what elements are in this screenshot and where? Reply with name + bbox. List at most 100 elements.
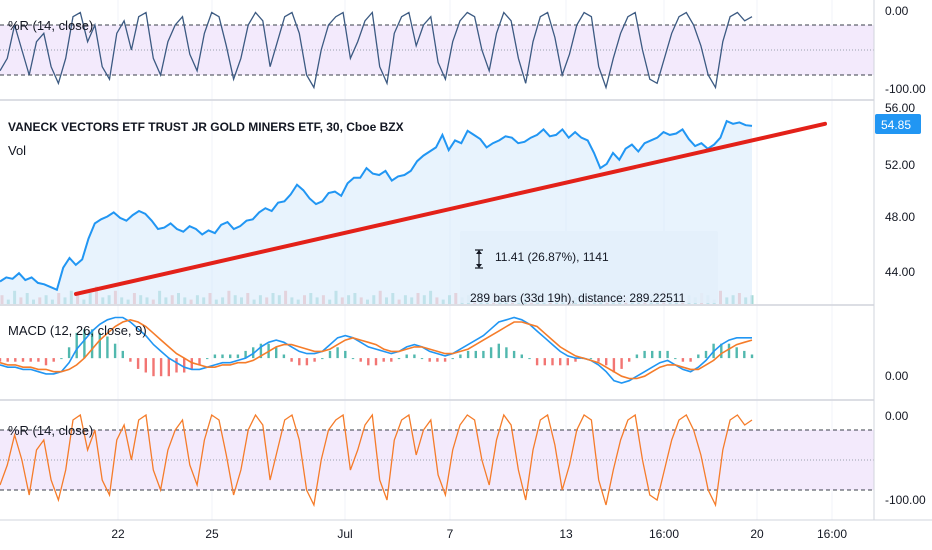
measure-bars-distance: 289 bars (33d 19h), distance: 289.22511 (470, 291, 686, 305)
macd-histogram-bar (21, 358, 25, 362)
macd-histogram-bar (298, 358, 301, 366)
macd-histogram-bar (167, 358, 170, 377)
macd-signal-line (0, 318, 753, 380)
williams-r-line (0, 413, 753, 508)
macd-histogram-bar (144, 358, 147, 373)
last-price-value: 54.85 (881, 118, 911, 132)
macd-histogram-bar (436, 358, 439, 362)
macd-histogram-bar (29, 358, 32, 362)
macd-histogram-bar (704, 350, 708, 359)
macd-histogram-bar (566, 358, 569, 366)
macd-histogram-bar (443, 358, 447, 362)
macd-histogram-bar (351, 358, 355, 360)
macd-histogram-bar (6, 358, 9, 362)
measure-tool-box (460, 231, 718, 303)
macd-histogram-bar (67, 347, 71, 359)
time-axis-label: 16:00 (649, 527, 679, 541)
price-tick-52: 52.00 (885, 158, 915, 172)
time-axis-label: 13 (559, 527, 573, 541)
macd-histogram-bar (512, 350, 516, 359)
macd-histogram-bar (720, 343, 723, 359)
macd-histogram-bar (159, 358, 163, 377)
macd-histogram-bar (282, 354, 286, 359)
volume-legend[interactable]: Vol (8, 143, 26, 158)
macd-histogram-bar (413, 354, 416, 359)
price-tick-44: 44.00 (885, 265, 915, 279)
macd-histogram-bar (0, 358, 2, 362)
price-pane[interactable]: 11.41 (26.87%), 1141 289 bars (33d 19h),… (0, 119, 827, 305)
macd-histogram-bar (482, 350, 485, 359)
macd-histogram-bar (229, 354, 232, 359)
macd-histogram-bar (535, 358, 539, 366)
macd-histogram-bar (643, 350, 646, 359)
time-axis-label: Jul (337, 527, 352, 541)
williams-r-band (0, 25, 874, 75)
macd-histogram-bar (198, 358, 201, 366)
macd-histogram-bar (405, 354, 408, 359)
macd-histogram-bar (727, 343, 731, 359)
macd-histogram-bar (605, 358, 608, 366)
macd-histogram-bar (459, 354, 462, 359)
macd-histogram-bar (489, 347, 493, 359)
macd-histogram-bar (336, 347, 339, 359)
macd-pane[interactable]: MACD (12, 26, close, 9) (0, 316, 754, 384)
wr-top-tick-minus100: -100.00 (885, 82, 926, 96)
macd-histogram-bar (689, 358, 692, 362)
macd-histogram-bar (44, 358, 48, 366)
macd-histogram-bar (305, 358, 309, 366)
macd-histogram-bar (290, 358, 293, 362)
measure-price-change: 11.41 (26.87%), 1141 (495, 250, 609, 264)
macd-histogram-bar (666, 350, 669, 359)
macd-histogram-bar (374, 358, 378, 366)
measure-arrows-icon (475, 249, 483, 269)
price-scale[interactable]: 0.00 -100.00 56.00 52.00 48.00 44.00 0.0… (873, 0, 926, 520)
symbol-title[interactable]: VANECK VECTORS ETF TRUST JR GOLD MINERS … (8, 120, 404, 134)
measure-tool[interactable]: 11.41 (26.87%), 1141 289 bars (33d 19h),… (460, 231, 718, 305)
williams-r-legend[interactable]: %R (14, close) (8, 18, 93, 33)
macd-histogram-bar (674, 358, 677, 360)
macd-histogram-bar (520, 354, 523, 359)
williams-r-legend[interactable]: %R (14, close) (8, 423, 93, 438)
time-axis-label: 16:00 (817, 527, 847, 541)
wr-top-tick-0: 0.00 (885, 4, 909, 18)
macd-histogram-bar (466, 350, 470, 359)
macd-histogram-bar (451, 358, 454, 360)
macd-histogram-bar (382, 358, 385, 362)
macd-histogram-bar (620, 358, 623, 369)
macd-histogram-bar (275, 347, 278, 359)
macd-histogram-bar (681, 358, 685, 362)
macd-histogram-bar (75, 332, 78, 359)
wr-bottom-tick-0: 0.00 (885, 409, 909, 423)
macd-histogram-bar (321, 358, 324, 360)
macd-legend[interactable]: MACD (12, 26, close, 9) (8, 323, 147, 338)
trend-line-drawing[interactable] (74, 121, 827, 296)
williams-r-pane-top[interactable]: %R (14, close) (0, 11, 874, 90)
macd-histogram-bar (213, 354, 217, 359)
macd-histogram-bar (428, 358, 431, 362)
williams-r-band (0, 430, 874, 490)
price-line (0, 119, 753, 292)
macd-histogram-bar (628, 358, 631, 362)
macd-histogram-bar (121, 350, 124, 359)
macd-histogram-bar (397, 358, 401, 360)
time-axis[interactable]: 22 25 Jul 7 13 16:00 20 16:00 (0, 519, 932, 541)
macd-histogram-bar (259, 343, 263, 359)
macd-line (0, 316, 752, 384)
williams-r-pane-bottom[interactable]: %R (14, close) (0, 413, 874, 508)
macd-histogram-bar (90, 329, 94, 359)
macd-histogram-bar (313, 358, 316, 362)
last-price-badge (875, 114, 921, 134)
macd-histogram-bar (743, 350, 746, 359)
macd-histogram-bar (221, 354, 224, 359)
macd-histogram-bar (344, 350, 347, 359)
macd-histogram-bar (175, 358, 178, 373)
macd-histogram-bar (136, 358, 140, 369)
price-tick-56: 56.00 (885, 101, 915, 115)
macd-histogram-bar (559, 358, 562, 366)
macd-histogram-bar (328, 350, 332, 359)
macd-histogram-bar (528, 358, 531, 360)
macd-histogram-bar (420, 358, 424, 360)
wr-bottom-tick-minus100: -100.00 (885, 493, 926, 507)
macd-histogram-bar (113, 343, 117, 359)
